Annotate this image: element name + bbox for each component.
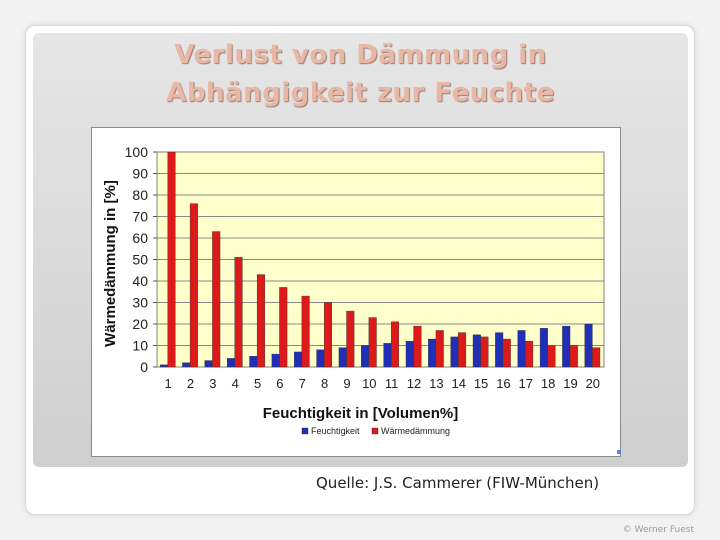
x-tick-label: 13 bbox=[429, 376, 443, 391]
bar-waermedaemmung bbox=[256, 274, 265, 368]
bar-waermedaemmung bbox=[502, 338, 511, 368]
footer-copyright: © Werner Fuest bbox=[622, 525, 694, 535]
legend-label: Feuchtigkeit bbox=[311, 426, 360, 436]
bar-feuchtigkeit bbox=[294, 351, 303, 368]
bar-waermedaemmung bbox=[458, 332, 467, 368]
y-tick-label: 70 bbox=[132, 209, 148, 225]
y-tick-label: 20 bbox=[132, 316, 148, 332]
x-tick-label: 4 bbox=[232, 376, 239, 391]
x-tick-label: 11 bbox=[385, 376, 399, 391]
bar-feuchtigkeit bbox=[539, 328, 548, 368]
x-tick-label: 3 bbox=[209, 376, 216, 391]
y-tick-label: 60 bbox=[132, 230, 148, 246]
bar-waermedaemmung bbox=[525, 340, 534, 368]
bar-feuchtigkeit bbox=[316, 349, 325, 368]
x-tick-label: 7 bbox=[299, 376, 306, 391]
x-tick-label: 12 bbox=[407, 376, 421, 391]
bar-feuchtigkeit bbox=[495, 332, 504, 368]
slide-title: Verlust von Dämmung in Abhängigkeit zur … bbox=[33, 36, 688, 112]
y-tick-label: 100 bbox=[125, 144, 149, 160]
bar-waermedaemmung bbox=[480, 336, 489, 368]
x-tick-label: 6 bbox=[276, 376, 283, 391]
bar-feuchtigkeit bbox=[428, 338, 437, 368]
bar-feuchtigkeit bbox=[450, 336, 459, 368]
bar-waermedaemmung bbox=[547, 345, 556, 368]
x-tick-label: 14 bbox=[451, 376, 465, 391]
x-axis-label: Feuchtigkeit in [Volumen%] bbox=[263, 405, 459, 422]
bar-feuchtigkeit bbox=[226, 358, 235, 368]
x-tick-label: 9 bbox=[343, 376, 350, 391]
bar-feuchtigkeit bbox=[383, 343, 392, 368]
legend-swatch bbox=[371, 427, 379, 435]
y-axis-label: Wärmedämmung in [%] bbox=[102, 180, 119, 347]
y-tick-label: 80 bbox=[132, 187, 148, 203]
x-tick-label: 15 bbox=[474, 376, 488, 391]
x-tick-label: 10 bbox=[362, 376, 376, 391]
bar-feuchtigkeit bbox=[517, 330, 526, 368]
source-caption: Quelle: J.S. Cammerer (FIW-München) bbox=[316, 474, 600, 492]
legend-swatch bbox=[301, 427, 309, 435]
y-tick-label: 0 bbox=[140, 359, 148, 375]
bar-feuchtigkeit bbox=[204, 360, 213, 368]
y-tick-label: 40 bbox=[132, 273, 148, 289]
chart: 0 10 20 30 40 50 60 70 80 90 100 1 2 3 4 5 6 7 8 9 10 11 12 13 1… bbox=[91, 127, 621, 457]
x-tick-label: 1 bbox=[165, 376, 172, 391]
legend-label: Wärmedämmung bbox=[381, 426, 450, 436]
bar-feuchtigkeit bbox=[338, 347, 347, 368]
bar-waermedaemmung bbox=[189, 203, 198, 368]
bar-waermedaemmung bbox=[592, 347, 601, 368]
bar-waermedaemmung bbox=[234, 257, 243, 368]
bar-waermedaemmung bbox=[323, 302, 332, 368]
bar-waermedaemmung bbox=[435, 330, 444, 368]
bar-feuchtigkeit bbox=[472, 334, 481, 368]
x-tick-label: 19 bbox=[563, 376, 577, 391]
bar-feuchtigkeit bbox=[271, 353, 280, 368]
bar-feuchtigkeit bbox=[584, 323, 593, 368]
bar-feuchtigkeit bbox=[182, 362, 191, 368]
bar-feuchtigkeit bbox=[562, 325, 571, 368]
bar-waermedaemmung bbox=[167, 151, 176, 368]
x-tick-label: 17 bbox=[519, 376, 533, 391]
x-tick-label: 5 bbox=[254, 376, 261, 391]
bar-feuchtigkeit bbox=[249, 356, 258, 368]
title-line-2: Abhängigkeit zur Feuchte bbox=[166, 78, 555, 108]
x-tick-label: 18 bbox=[541, 376, 555, 391]
bar-feuchtigkeit bbox=[159, 364, 168, 368]
bar-feuchtigkeit bbox=[405, 340, 414, 368]
y-tick-label: 30 bbox=[132, 295, 148, 311]
x-tick-label: 8 bbox=[321, 376, 328, 391]
bar-waermedaemmung bbox=[569, 345, 578, 368]
y-tick-label: 90 bbox=[132, 166, 148, 182]
bar-waermedaemmung bbox=[413, 325, 422, 368]
title-line-1: Verlust von Dämmung in bbox=[174, 40, 547, 70]
chart-resize-handle bbox=[617, 450, 621, 454]
bar-waermedaemmung bbox=[391, 321, 400, 368]
x-tick-label: 2 bbox=[187, 376, 194, 391]
bar-waermedaemmung bbox=[346, 310, 355, 368]
x-tick-label: 20 bbox=[586, 376, 600, 391]
bar-waermedaemmung bbox=[368, 317, 377, 368]
bar-waermedaemmung bbox=[301, 295, 310, 368]
y-tick-label: 10 bbox=[132, 338, 148, 354]
bar-waermedaemmung bbox=[279, 287, 288, 368]
bar-feuchtigkeit bbox=[361, 345, 370, 368]
bar-waermedaemmung bbox=[212, 231, 221, 368]
y-tick-label: 50 bbox=[132, 252, 148, 268]
x-tick-label: 16 bbox=[496, 376, 510, 391]
